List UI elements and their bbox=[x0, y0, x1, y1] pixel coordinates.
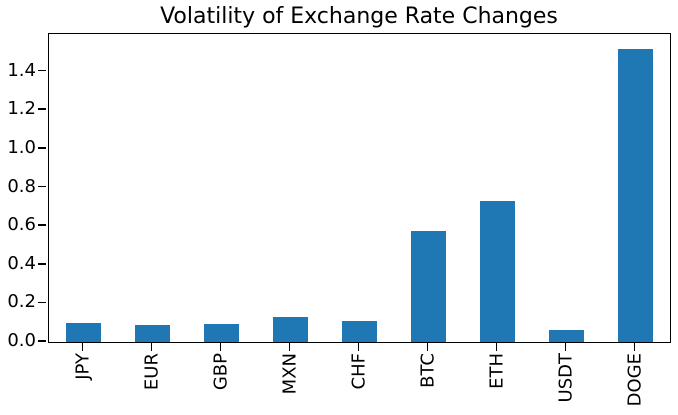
x-tick-label-usdt: USDT bbox=[555, 353, 576, 407]
x-tick-mark-chf bbox=[357, 342, 360, 351]
bar-mxn bbox=[273, 317, 308, 342]
bar-btc bbox=[411, 231, 446, 342]
x-tick-mark-usdt bbox=[564, 342, 567, 351]
x-tick-mark-eth bbox=[495, 342, 498, 351]
y-tick-mark-1.4 bbox=[38, 69, 47, 72]
x-tick-label-text: DOGE bbox=[624, 353, 645, 407]
x-tick-label-text: JPY bbox=[72, 353, 93, 380]
x-tick-label-mxn: MXN bbox=[279, 353, 300, 399]
y-tick-label-1.0: 1.0 bbox=[7, 136, 36, 158]
y-tick-label-0.6: 0.6 bbox=[7, 214, 36, 236]
y-tick-mark-0.6 bbox=[38, 224, 47, 226]
bar-eur bbox=[135, 325, 170, 342]
x-tick-mark-doge bbox=[633, 342, 636, 351]
bar-jpy bbox=[66, 322, 101, 342]
y-tick-mark-0.2 bbox=[38, 301, 47, 304]
x-tick-label-btc: BTC bbox=[417, 353, 438, 393]
x-tick-label-jpy: JPY bbox=[72, 353, 93, 385]
bar-eth bbox=[480, 201, 515, 342]
y-tick-mark-0.0 bbox=[38, 340, 47, 342]
y-tick-label-0.4: 0.4 bbox=[7, 252, 36, 274]
y-tick-mark-1.2 bbox=[38, 108, 47, 111]
x-tick-label-text: USDT bbox=[555, 353, 576, 403]
x-tick-mark-eur bbox=[150, 342, 153, 351]
y-tick-label-1.2: 1.2 bbox=[7, 98, 36, 120]
x-tick-label-text: CHF bbox=[348, 353, 369, 390]
bar-usdt bbox=[549, 330, 584, 342]
y-tick-label-0.8: 0.8 bbox=[7, 175, 36, 197]
y-tick-mark-0.4 bbox=[38, 262, 47, 265]
x-tick-mark-gbp bbox=[219, 342, 222, 351]
x-tick-label-text: MXN bbox=[279, 353, 300, 395]
bar-chf bbox=[342, 320, 377, 342]
x-tick-label-chf: CHF bbox=[348, 353, 369, 394]
x-tick-mark-mxn bbox=[288, 342, 291, 351]
chart-title: Volatility of Exchange Rate Changes bbox=[160, 4, 558, 29]
y-tick-label-1.4: 1.4 bbox=[7, 59, 36, 81]
y-tick-mark-1.0 bbox=[38, 147, 47, 149]
plot-area bbox=[48, 33, 671, 343]
x-tick-label-text: BTC bbox=[417, 353, 438, 388]
y-tick-label-0.2: 0.2 bbox=[7, 291, 36, 313]
x-tick-label-doge: DOGE bbox=[624, 353, 645, 411]
bar-gbp bbox=[204, 324, 239, 342]
x-tick-label-eur: EUR bbox=[141, 353, 162, 395]
x-tick-label-text: GBP bbox=[210, 353, 231, 391]
x-tick-mark-btc bbox=[426, 342, 429, 351]
y-tick-mark-0.8 bbox=[38, 185, 47, 188]
bar-doge bbox=[618, 49, 653, 342]
x-tick-mark-jpy bbox=[81, 342, 84, 351]
x-tick-label-eth: ETH bbox=[486, 353, 507, 394]
x-tick-label-gbp: GBP bbox=[210, 353, 231, 395]
y-tick-label-0.0: 0.0 bbox=[7, 330, 36, 351]
x-tick-label-text: EUR bbox=[141, 353, 162, 391]
x-tick-label-text: ETH bbox=[486, 353, 507, 389]
